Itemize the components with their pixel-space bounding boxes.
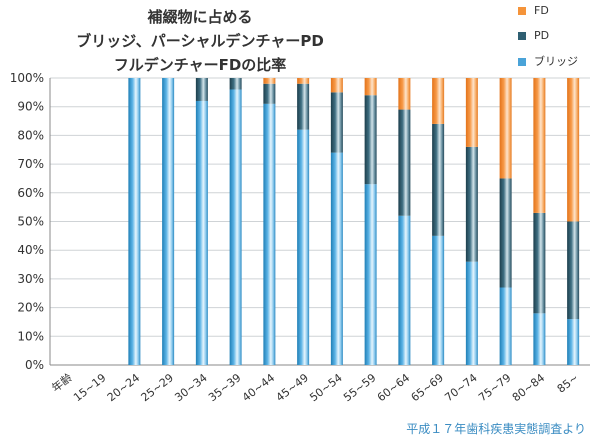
x-tick-label: 70~74 [442,371,479,404]
bar-segment-pd [263,83,276,104]
y-tick-label: 40% [17,243,44,257]
bar-segment-pd [432,123,445,236]
bar-segment-fd [432,78,445,124]
x-tick-label: 40~44 [240,371,277,404]
bar-segment-bridge [398,215,411,365]
y-tick-label: 80% [17,128,44,142]
bar-segment-fd [330,78,343,93]
bar-segment-pd [499,178,512,288]
x-tick-label: 65~69 [409,371,446,404]
x-tick-label: 20~24 [105,371,142,404]
x-tick-label: 30~34 [172,371,209,404]
bar-segment-fd [567,78,580,222]
legend-label-pd: PD [534,29,550,42]
bar-segment-fd [398,78,411,110]
y-tick-label: 90% [17,100,44,114]
x-tick-label: 75~79 [476,371,513,404]
bar-segment-fd [533,78,546,213]
bar-segment-bridge [432,235,445,365]
bar-segment-pd [398,109,411,216]
bar-segment-fd [364,78,377,96]
chart-title-line-2: ブリッジ、パーシャルデンチャーPD [76,32,324,50]
bar-segment-pd [229,78,242,90]
legend-item-pd: PD [518,29,549,42]
bar-segment-bridge [533,313,546,365]
chart-title-line-1: 補綴物に占める [147,8,253,26]
bar-segment-pd [364,95,377,185]
y-tick-label: 60% [17,186,44,200]
chart-title-line-3: フルデンチャーFDの比率 [113,56,287,74]
y-tick-label: 70% [17,157,44,171]
bar-segment-bridge [128,78,141,365]
y-tick-label: 0% [25,358,44,372]
y-tick-label: 50% [17,215,44,229]
bar-segment-pd [195,78,208,101]
bar-segment-pd [533,212,546,314]
legend-swatch-fd [518,7,526,15]
y-tick-label: 20% [17,301,44,315]
x-tick-label: 45~49 [274,371,311,404]
x-tick-label: 15~19 [71,371,108,404]
x-tick-label: 35~39 [206,371,243,404]
bar-segment-pd [567,221,580,320]
bar-segment-pd [330,92,343,153]
bar-segment-bridge [465,261,478,365]
x-tick-label: 85~ [555,371,581,396]
source-note: 平成１７年歯科疾患実態調査より [406,422,586,436]
bar-segment-bridge [499,287,512,365]
legend-item-bridge: ブリッジ [518,53,578,69]
bar-segment-fd [465,78,478,147]
x-tick-label: 80~84 [510,371,547,404]
bar-segment-bridge [567,319,580,365]
bar-segment-bridge [330,152,343,365]
x-tick-label: 50~54 [307,371,344,404]
y-tick-label: 10% [17,329,44,343]
bar-segment-fd [297,78,310,84]
x-tick-label: 25~29 [139,371,176,404]
bar-segment-bridge [229,89,242,365]
bar-segment-bridge [364,184,377,365]
x-tick-label: 55~59 [341,371,378,404]
legend-swatch-pd [518,32,526,40]
bar-segment-bridge [162,78,175,365]
bar-segment-pd [465,146,478,262]
legend-swatch-bridge [518,58,526,66]
x-axis-label: 年齢 [49,370,75,395]
y-tick-label: 100% [10,71,44,85]
bar-segment-bridge [297,129,310,365]
legend-label-bridge: ブリッジ [534,55,578,68]
bar-segment-fd [499,78,512,179]
bar-segment-pd [297,83,310,130]
bar-segment-bridge [263,103,276,365]
legend-item-fd: FD [518,4,549,17]
y-tick-label: 30% [17,272,44,286]
bar-segment-bridge [195,100,208,366]
bar-segment-fd [263,78,276,84]
x-tick-label: 60~64 [375,371,412,404]
legend-label-fd: FD [534,4,549,17]
